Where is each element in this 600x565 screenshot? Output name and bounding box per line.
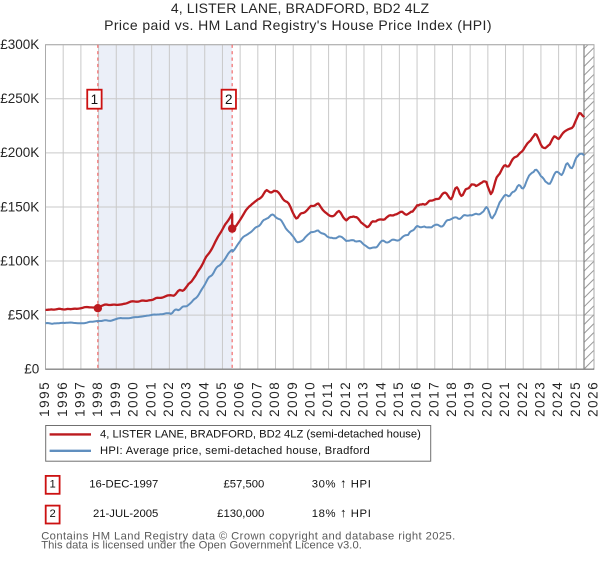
svg-text:£250K: £250K <box>0 91 39 106</box>
svg-text:1996: 1996 <box>55 382 70 417</box>
svg-text:£300K: £300K <box>0 37 39 52</box>
svg-text:£50K: £50K <box>8 307 40 322</box>
svg-text:2007: 2007 <box>249 382 264 417</box>
svg-text:This data is licensed under th: This data is licensed under the Open Gov… <box>41 540 362 552</box>
svg-text:2004: 2004 <box>196 382 211 417</box>
svg-text:£57,500: £57,500 <box>223 478 264 490</box>
svg-text:30% ↑ HPI: 30% ↑ HPI <box>312 475 372 490</box>
svg-text:2013: 2013 <box>356 382 371 417</box>
svg-text:2014: 2014 <box>373 382 388 417</box>
svg-text:16-DEC-1997: 16-DEC-1997 <box>89 478 158 490</box>
svg-text:2016: 2016 <box>409 382 424 417</box>
svg-text:2: 2 <box>225 92 233 107</box>
svg-text:2025: 2025 <box>568 382 583 417</box>
svg-text:1: 1 <box>91 92 99 107</box>
svg-text:4, LISTER LANE, BRADFORD, BD2: 4, LISTER LANE, BRADFORD, BD2 4LZ (semi-… <box>100 429 421 441</box>
svg-text:2006: 2006 <box>232 382 247 417</box>
svg-text:21-JUL-2005: 21-JUL-2005 <box>93 508 158 520</box>
svg-text:£200K: £200K <box>0 145 39 160</box>
svg-text:4, LISTER LANE, BRADFORD, BD2: 4, LISTER LANE, BRADFORD, BD2 4LZ <box>171 0 430 16</box>
svg-text:2018: 2018 <box>444 382 459 417</box>
svg-text:£100K: £100K <box>0 253 39 268</box>
svg-text:2008: 2008 <box>267 382 282 417</box>
svg-text:1998: 1998 <box>90 382 105 417</box>
svg-text:1997: 1997 <box>72 382 87 417</box>
svg-text:£0: £0 <box>24 362 39 377</box>
svg-text:£150K: £150K <box>0 199 39 214</box>
svg-text:2021: 2021 <box>497 382 512 417</box>
svg-text:18% ↑ HPI: 18% ↑ HPI <box>312 505 372 520</box>
svg-text:2012: 2012 <box>338 382 353 417</box>
svg-text:2015: 2015 <box>391 382 406 417</box>
svg-text:2020: 2020 <box>479 382 494 417</box>
svg-text:2022: 2022 <box>515 382 530 417</box>
svg-text:1: 1 <box>50 478 56 490</box>
svg-text:Price paid vs. HM Land Registr: Price paid vs. HM Land Registry's House … <box>104 17 492 33</box>
svg-text:2002: 2002 <box>161 382 176 417</box>
svg-text:Contains HM Land Registry data: Contains HM Land Registry data © Crown c… <box>41 531 456 543</box>
svg-text:2005: 2005 <box>214 382 229 417</box>
svg-text:2010: 2010 <box>303 382 318 417</box>
svg-text:£130,000: £130,000 <box>217 508 264 520</box>
svg-text:2001: 2001 <box>143 382 158 417</box>
svg-text:2017: 2017 <box>426 382 441 417</box>
svg-text:2019: 2019 <box>462 382 477 417</box>
svg-text:2009: 2009 <box>285 382 300 417</box>
svg-text:2023: 2023 <box>533 382 548 417</box>
svg-text:HPI: Average price, semi-detac: HPI: Average price, semi-detached house,… <box>100 445 370 457</box>
svg-text:2: 2 <box>50 508 56 520</box>
svg-text:2003: 2003 <box>179 382 194 417</box>
svg-text:2000: 2000 <box>126 382 141 417</box>
svg-text:1995: 1995 <box>37 382 52 417</box>
svg-text:1999: 1999 <box>108 382 123 417</box>
svg-text:2024: 2024 <box>550 382 565 417</box>
svg-text:2026: 2026 <box>586 382 600 417</box>
